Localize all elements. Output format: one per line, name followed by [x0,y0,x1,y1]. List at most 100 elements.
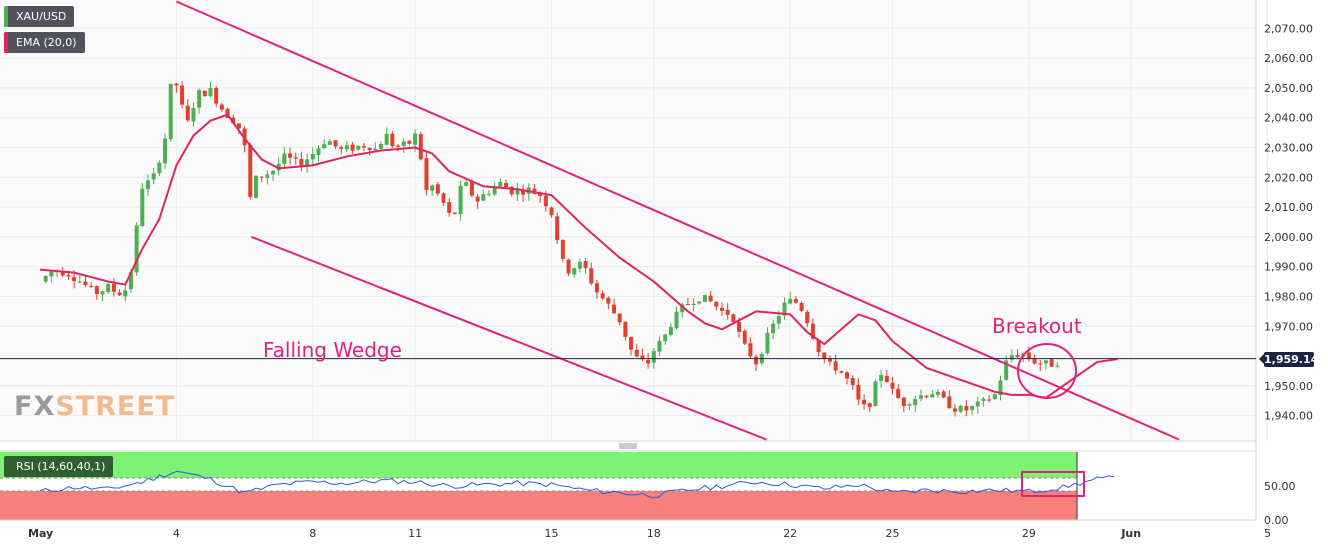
candle-body [680,304,685,313]
candle-body [924,395,929,398]
candle-body [356,145,361,150]
pane-resize-handle[interactable] [619,443,637,449]
candle-body [145,180,150,190]
x-tick-label: 15 [545,527,559,540]
candle-body [958,405,963,412]
logo-street: STREET [55,391,176,422]
candle-body [788,298,793,304]
candle-body [435,184,440,194]
candle-body [72,277,77,282]
candle-body [560,239,565,259]
candle-body [981,398,986,401]
candle-body [66,275,71,277]
candle-body [157,162,162,174]
candle-body [566,259,571,274]
candle-body [276,163,281,171]
x-tick-label: May [28,527,53,540]
symbol-text: XAU/USD [16,10,67,23]
x-tick-label: 22 [783,527,797,540]
candle-body [930,394,935,398]
candle-body [322,144,327,149]
candle-body [918,395,923,399]
ema-color-bar [4,32,8,53]
y-tick-label: 1,990.00 [1264,261,1313,274]
candle-body [339,147,344,149]
candle-body [486,193,491,195]
candle-body [862,399,867,405]
candle-body [282,153,287,164]
candle-body [685,304,690,306]
candle-body [839,371,844,373]
x-tick-label: 29 [1022,527,1036,540]
candle-body [1055,365,1060,367]
candle-body [89,285,94,287]
candle-body [816,339,821,353]
candle-body [555,216,560,241]
candle-body [765,332,770,354]
candle-body [350,144,355,151]
candle-body [714,301,719,307]
candle-body [867,403,872,408]
candle-body [117,292,122,296]
candle-body [259,176,264,178]
candle-body [589,268,594,284]
candle-body [890,382,895,389]
candle-body [288,153,293,158]
y-tick-label: 2,000.00 [1264,231,1313,244]
candle-body [935,391,940,395]
x-tick-label: 4 [173,527,180,540]
candle-body [799,302,804,311]
candle-body [657,340,662,352]
candle-body [742,330,747,344]
rsi-label[interactable]: RSI (14,60,40,1) [4,456,114,477]
candle-body [379,144,383,149]
candle-body [549,207,554,216]
candle-body [833,361,838,371]
candle-body [174,83,179,86]
candle-body [776,316,781,324]
x-tick-label: Jun [1120,527,1141,540]
candle-body [953,408,958,412]
candle-body [367,147,372,151]
candle-body [748,343,753,357]
symbol-color-bar [4,6,8,27]
candle-body [60,270,65,276]
y-tick-label: 2,050.00 [1264,82,1313,95]
candle-body [583,260,588,269]
breakout-label: Breakout [992,314,1082,338]
candle-body [771,323,776,334]
candle-body [253,175,258,198]
candle-body [197,90,202,108]
y-tick-label: 2,010.00 [1264,201,1313,214]
candle-body [623,321,628,337]
candle-body [452,212,457,214]
y-tick-label: 1,940.00 [1264,410,1313,423]
candle-body [333,140,338,147]
candle-body [305,159,310,167]
candle-body [600,293,605,299]
candle-body [947,396,952,409]
candle-body [731,314,736,323]
candle-body [640,355,645,360]
y-tick-label: 2,040.00 [1264,112,1313,125]
candle-body [316,148,321,156]
ema-label[interactable]: EMA (20,0) [4,32,85,53]
candle-body [691,303,696,305]
candle-body [810,323,815,339]
candle-body [896,388,901,399]
candle-body [827,358,832,362]
candle-body [293,157,298,159]
symbol-label[interactable]: XAU/USD [4,6,75,27]
x-tick-label: 18 [647,527,661,540]
candle-body [617,313,622,323]
candle-body [271,170,276,175]
candle-body [913,398,918,406]
candle-body [214,87,219,104]
rsi-pane: 50.00 0.00 [0,450,1296,527]
candle-body [396,145,401,147]
candle-body [191,107,196,122]
candle-body [992,394,997,400]
candle-body [702,295,707,302]
candle-body [612,304,617,314]
candle-body [720,307,724,311]
